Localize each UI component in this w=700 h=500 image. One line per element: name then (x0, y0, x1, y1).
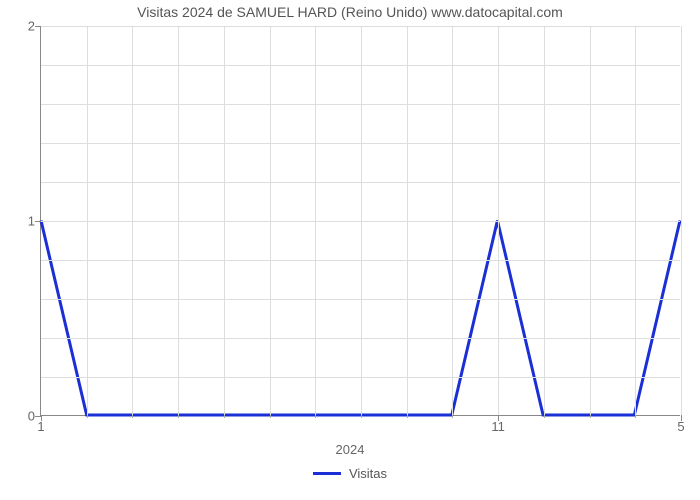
x-tick-minor (635, 415, 636, 418)
visits-chart: Visitas 2024 de SAMUEL HARD (Reino Unido… (0, 0, 700, 500)
gridline-horizontal-minor (41, 299, 680, 300)
legend-swatch (313, 472, 341, 475)
plot-area: 0121115 (40, 26, 680, 416)
x-tick-minor (452, 415, 453, 418)
gridline-horizontal (41, 221, 680, 222)
legend-label: Visitas (349, 466, 387, 481)
x-tick-minor (132, 415, 133, 418)
x-tick-minor (544, 415, 545, 418)
gridline-horizontal-minor (41, 182, 680, 183)
x-tick-minor (87, 415, 88, 418)
x-tick-minor (590, 415, 591, 418)
legend: Visitas (0, 466, 700, 481)
x-axis-subtitle: 2024 (0, 442, 700, 457)
gridline-horizontal-minor (41, 104, 680, 105)
x-tick-minor (361, 415, 362, 418)
gridline-horizontal (41, 26, 680, 27)
y-tick-label: 0 (28, 409, 35, 424)
gridline-vertical (681, 26, 682, 415)
x-tick-minor (407, 415, 408, 418)
y-tick-mark (35, 221, 41, 222)
y-tick-label: 1 (28, 214, 35, 229)
x-tick-minor (224, 415, 225, 418)
gridline-horizontal-minor (41, 143, 680, 144)
gridline-horizontal-minor (41, 377, 680, 378)
x-tick-label: 1 (37, 419, 44, 434)
chart-title: Visitas 2024 de SAMUEL HARD (Reino Unido… (0, 4, 700, 20)
x-tick-minor (270, 415, 271, 418)
y-tick-label: 2 (28, 19, 35, 34)
x-tick-label: 5 (677, 419, 684, 434)
x-tick-label: 11 (491, 419, 505, 434)
gridline-horizontal-minor (41, 65, 680, 66)
gridline-horizontal-minor (41, 260, 680, 261)
x-tick-minor (178, 415, 179, 418)
x-tick-minor (315, 415, 316, 418)
y-tick-mark (35, 26, 41, 27)
gridline-horizontal-minor (41, 338, 680, 339)
